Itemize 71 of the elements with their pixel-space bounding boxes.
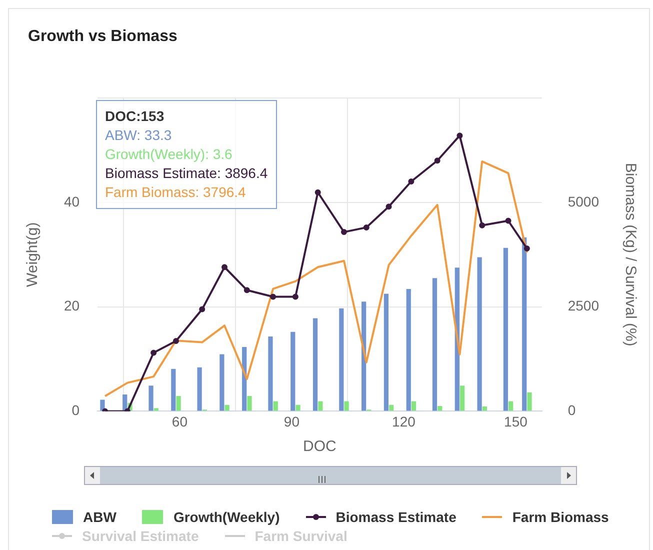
- bar: [312, 318, 318, 411]
- bar: [406, 289, 411, 411]
- bar: [290, 332, 296, 411]
- bar: [438, 406, 442, 411]
- annotation: ABW: 33.3: [105, 126, 173, 145]
- point: [340, 229, 347, 236]
- bar: [100, 400, 105, 411]
- point: [363, 224, 370, 230]
- y2-tick-label: 5000: [568, 193, 600, 210]
- bar: [247, 396, 252, 411]
- bar: [220, 354, 224, 411]
- bar: [389, 404, 394, 411]
- point: [456, 132, 463, 139]
- bar: [508, 401, 514, 411]
- legend-label: Growth(Weekly): [173, 508, 280, 524]
- bar: [411, 401, 416, 411]
- bar: [171, 368, 176, 411]
- point: [386, 204, 392, 210]
- bar: [344, 401, 349, 411]
- annotation: DOC:153: [105, 107, 166, 126]
- bar: [296, 404, 300, 411]
- point: [150, 350, 157, 356]
- point: [524, 245, 530, 252]
- bar: [482, 406, 487, 411]
- bar: [176, 396, 181, 411]
- bar: [503, 248, 508, 411]
- x-tick-label: 120: [392, 413, 416, 430]
- point: [199, 306, 206, 312]
- bar: [522, 237, 527, 411]
- bar: [432, 278, 438, 411]
- legend-label: Farm Biomass: [512, 508, 609, 524]
- y-tick-label: 0: [72, 402, 80, 418]
- x-tick-label: 90: [284, 413, 300, 430]
- bar: [477, 257, 482, 411]
- point: [172, 338, 179, 344]
- x-tick-label: 150: [504, 413, 528, 430]
- point: [408, 178, 414, 185]
- point: [222, 264, 228, 270]
- bar: [318, 401, 323, 411]
- y2-axis-title: Biomass (Kg) / Survival (%): [622, 162, 639, 346]
- point: [244, 287, 250, 294]
- bar: [197, 367, 202, 411]
- bar: [273, 401, 278, 411]
- bar: [224, 404, 230, 411]
- point: [479, 222, 486, 228]
- x-axis-title: DOC: [303, 438, 337, 456]
- point: [314, 189, 321, 196]
- y-tick-label: 40: [64, 193, 80, 210]
- bar: [122, 394, 128, 411]
- bar: [339, 308, 344, 411]
- bar: [460, 386, 465, 411]
- point: [270, 294, 276, 300]
- y2-tick-label: 0: [568, 402, 576, 418]
- y-tick-label: 20: [64, 298, 80, 314]
- point: [505, 218, 512, 224]
- point: [434, 158, 440, 164]
- annotation: Biomass Estimate: 3896.4: [105, 164, 268, 183]
- legend-label: ABW: [83, 508, 116, 524]
- legend-label: Biomass Estimate: [336, 508, 456, 524]
- bar: [384, 294, 389, 411]
- y2-tick-label: 2500: [568, 298, 600, 314]
- x-tick-label: 60: [172, 413, 188, 430]
- point: [292, 294, 298, 300]
- chart-title: Growth vs Biomass: [28, 28, 178, 46]
- y-axis-title: Weight(g): [24, 222, 42, 287]
- annotation: Farm Biomass: 3796.4: [105, 183, 247, 202]
- bar: [527, 392, 532, 411]
- bar: [148, 386, 154, 411]
- bar: [154, 408, 158, 411]
- annotation: Growth(Weekly): 3.6: [105, 145, 234, 164]
- bar: [268, 336, 273, 411]
